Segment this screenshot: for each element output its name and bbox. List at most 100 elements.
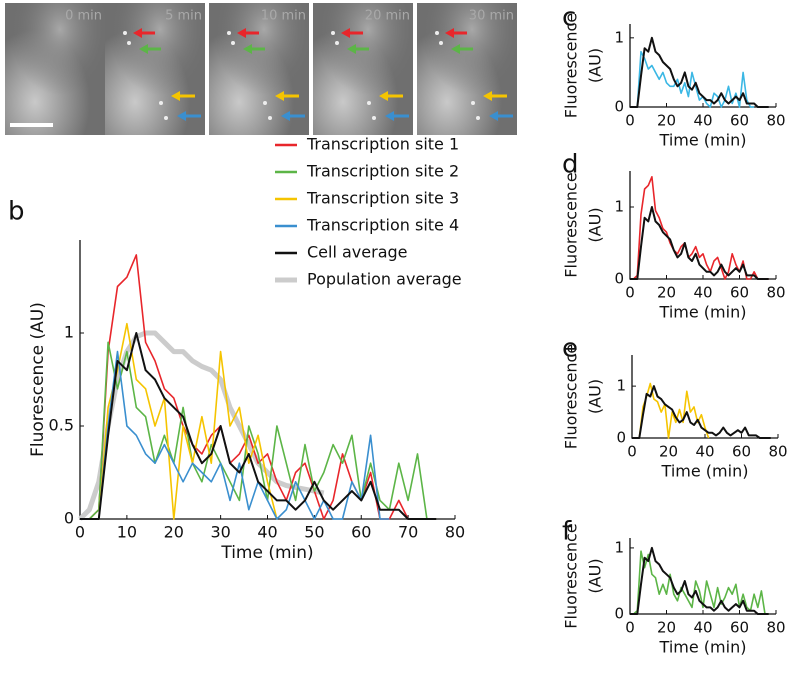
x-tick-label: 0 [75, 523, 85, 542]
arrow-head [341, 28, 350, 38]
time-label: 5 min [165, 9, 202, 24]
x-tick-label: 60 [730, 112, 749, 130]
arrow-head [347, 44, 356, 54]
series-line [632, 385, 771, 439]
arrow-head [139, 44, 148, 54]
legend-label: Population average [307, 270, 462, 289]
x-tick-label: 20 [657, 112, 676, 130]
x-axis-label: Time (min) [220, 543, 313, 563]
x-tick-label: 80 [445, 523, 465, 542]
arrow-head [451, 44, 460, 54]
time-label: 30 min [469, 9, 514, 24]
arrow-head [243, 44, 252, 54]
y-axis-label: (AU) [586, 207, 605, 242]
spot [231, 41, 235, 45]
y-tick-label: 0 [614, 605, 624, 623]
panel-letter: c [562, 3, 576, 33]
x-axis-label: Time (min) [659, 638, 747, 657]
y-axis-label: Fluorescence (AU) [28, 302, 48, 457]
panel-letter: d [562, 150, 579, 180]
x-tick-label: 0 [627, 443, 637, 461]
x-tick-label: 40 [693, 619, 712, 637]
series-line [80, 350, 390, 520]
series-line [80, 332, 437, 520]
chart: f 0 20 40 60 80 0 1 Time (min) Fluorescence (AU) [562, 517, 786, 657]
legend-label: Transcription site 3 [306, 189, 459, 208]
spot [439, 41, 443, 45]
series-line [80, 341, 437, 520]
spot [164, 116, 168, 120]
micrograph: 0 min [5, 3, 105, 135]
chart: c 0 20 40 60 80 0 1 Time (min) Fluorescence (AU) [562, 3, 786, 150]
series-group [630, 176, 769, 280]
y-axis-label: (AU) [586, 379, 605, 414]
x-tick-label: 40 [257, 523, 277, 542]
legend-label: Transcription site 1 [306, 135, 459, 154]
series-line [630, 546, 769, 615]
arrow-head [489, 111, 498, 121]
series-line [630, 50, 755, 108]
x-tick-label: 80 [766, 112, 785, 130]
y-tick-label: 1 [614, 538, 624, 556]
arrow-head [133, 28, 142, 38]
chart: b 0 10 20 30 40 50 60 70 80 0 0.5 1 Time (min) Fluores… [8, 135, 465, 564]
x-tick-label: 80 [766, 619, 785, 637]
x-tick-label: 30 [210, 523, 230, 542]
series-line [630, 206, 769, 280]
x-tick-label: 20 [657, 619, 676, 637]
x-tick-label: 40 [695, 443, 714, 461]
legend-label: Transcription site 2 [306, 162, 459, 181]
y-tick-label: 0 [616, 429, 626, 447]
y-tick-label: 1 [614, 198, 624, 216]
cell-upper [313, 3, 413, 135]
micrograph: 30 min [417, 3, 517, 135]
spot [476, 116, 480, 120]
legend-label: Cell average [307, 243, 408, 262]
x-tick-label: 70 [398, 523, 418, 542]
x-tick-label: 60 [730, 284, 749, 302]
panel-letter: f [562, 517, 572, 547]
x-axis-label: Time (min) [659, 303, 747, 322]
series-group [630, 546, 769, 615]
arrow-head [379, 91, 388, 101]
arrow-head [445, 28, 454, 38]
spot [372, 116, 376, 120]
x-tick-label: 60 [351, 523, 371, 542]
y-tick-label: 0 [614, 98, 624, 116]
y-tick-label: 1 [616, 377, 626, 395]
y-tick-label: 1 [64, 323, 74, 342]
x-tick-label: 60 [730, 619, 749, 637]
cell-upper [417, 3, 517, 135]
y-tick-label: 0 [64, 509, 74, 528]
arrow-head [171, 91, 180, 101]
x-tick-label: 20 [657, 284, 676, 302]
arrow-head [177, 111, 186, 121]
x-tick-label: 0 [625, 284, 635, 302]
spot [335, 41, 339, 45]
panel-letter: b [8, 197, 25, 227]
arrow-head [237, 28, 246, 38]
cell-upper [209, 3, 309, 135]
micrograph: 10 min [209, 3, 309, 135]
legend-label: Transcription site 4 [306, 216, 459, 235]
spot [263, 101, 267, 105]
y-axis-label: Fluorescence [562, 172, 581, 277]
arrow-head [385, 111, 394, 121]
cell-upper [5, 3, 105, 135]
spot [331, 31, 335, 35]
spot [435, 31, 439, 35]
x-tick-label: 0 [625, 619, 635, 637]
series-group [632, 382, 771, 439]
series-line [630, 550, 769, 615]
y-tick-label: 1 [614, 28, 624, 46]
x-tick-label: 20 [164, 523, 184, 542]
y-axis-label: (AU) [586, 48, 605, 83]
x-tick-label: 40 [693, 112, 712, 130]
x-axis-label: Time (min) [661, 462, 749, 481]
spot [123, 31, 127, 35]
y-tick-label: 0.5 [49, 416, 74, 435]
y-axis-label: Fluorescence [562, 523, 581, 628]
